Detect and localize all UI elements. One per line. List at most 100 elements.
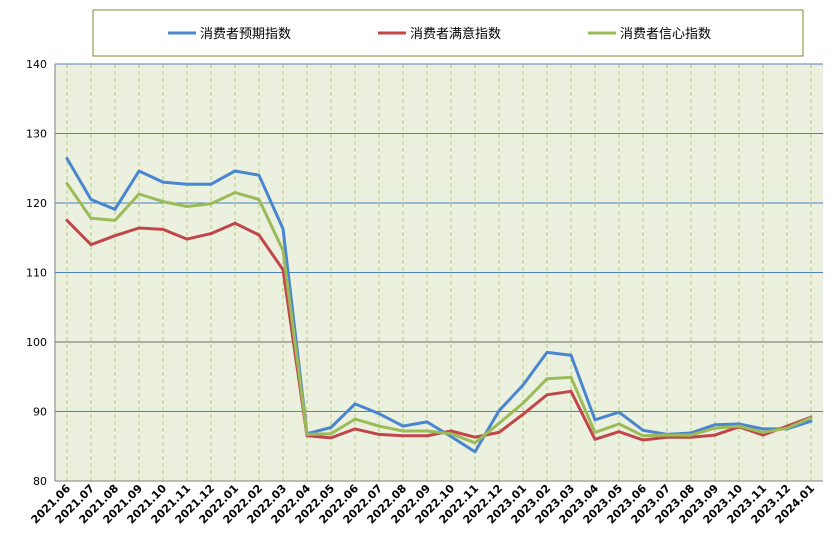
data-point-0 bbox=[425, 420, 429, 424]
y-tick-label: 120 bbox=[26, 197, 47, 210]
series-line-2 bbox=[65, 182, 813, 445]
data-point-1 bbox=[353, 427, 357, 431]
data-point-2 bbox=[281, 249, 285, 252]
data-point-0 bbox=[497, 409, 501, 412]
y-axis: 80 90 100 110 120 130 140 bbox=[26, 58, 56, 488]
data-point-2 bbox=[65, 182, 69, 185]
data-point-1 bbox=[329, 436, 333, 440]
data-point-0 bbox=[65, 157, 69, 160]
x-axis: 2021.062021.072021.082021.092021.102021.… bbox=[28, 480, 823, 527]
data-point-1 bbox=[497, 431, 501, 434]
data-point-0 bbox=[89, 198, 93, 201]
data-point-1 bbox=[425, 434, 429, 437]
data-point-2 bbox=[233, 191, 237, 194]
legend-item-expectation: 消费者预期指数 bbox=[168, 27, 291, 42]
legend-item-satisfaction: 消费者满意指数 bbox=[378, 26, 501, 42]
data-point-0 bbox=[761, 427, 765, 431]
data-point-2 bbox=[401, 429, 405, 433]
data-point-2 bbox=[185, 205, 189, 208]
data-point-2 bbox=[689, 433, 693, 437]
data-point-2 bbox=[305, 433, 309, 436]
data-point-1 bbox=[281, 268, 285, 271]
legend: 消费者预期指数 消费者满意指数 消费者信心指数 bbox=[92, 9, 804, 57]
data-point-1 bbox=[473, 436, 477, 439]
data-point-2 bbox=[641, 434, 645, 437]
data-point-2 bbox=[113, 219, 117, 222]
data-point-0 bbox=[185, 183, 189, 186]
data-point-2 bbox=[593, 431, 597, 434]
data-point-1 bbox=[89, 243, 93, 246]
data-point-1 bbox=[137, 226, 141, 230]
data-point-1 bbox=[161, 228, 165, 231]
y-tick-label: 100 bbox=[26, 336, 47, 349]
data-point-2 bbox=[449, 432, 453, 435]
data-point-2 bbox=[497, 422, 501, 425]
data-point-2 bbox=[209, 202, 213, 205]
data-point-1 bbox=[761, 433, 765, 437]
data-point-2 bbox=[617, 422, 621, 426]
series-line-0 bbox=[65, 157, 813, 454]
data-point-0 bbox=[377, 412, 381, 415]
data-point-2 bbox=[809, 416, 813, 419]
data-point-2 bbox=[761, 431, 765, 434]
y-tick-label: 130 bbox=[26, 128, 47, 141]
data-point-0 bbox=[449, 435, 453, 438]
data-point-2 bbox=[137, 192, 141, 196]
data-point-1 bbox=[713, 433, 717, 437]
data-point-1 bbox=[257, 233, 261, 237]
data-point-0 bbox=[257, 174, 261, 177]
data-point-2 bbox=[473, 441, 477, 444]
data-point-0 bbox=[233, 169, 237, 173]
data-point-2 bbox=[257, 198, 261, 201]
data-point-0 bbox=[473, 450, 477, 453]
data-point-0 bbox=[521, 383, 525, 387]
data-point-0 bbox=[281, 227, 285, 230]
legend-label-confidence: 消费者信心指数 bbox=[620, 27, 711, 42]
data-point-1 bbox=[617, 430, 621, 433]
data-point-2 bbox=[713, 427, 717, 430]
data-point-0 bbox=[329, 426, 333, 429]
data-point-1 bbox=[233, 222, 237, 225]
data-point-2 bbox=[161, 200, 165, 203]
data-point-1 bbox=[113, 234, 117, 237]
data-point-2 bbox=[569, 376, 573, 379]
data-point-2 bbox=[545, 377, 549, 380]
data-point-0 bbox=[569, 354, 573, 357]
data-point-2 bbox=[329, 432, 333, 435]
y-tick-label: 110 bbox=[26, 267, 47, 280]
data-point-1 bbox=[65, 219, 69, 222]
data-point-1 bbox=[521, 413, 525, 416]
data-point-0 bbox=[713, 423, 717, 426]
data-point-2 bbox=[425, 429, 429, 433]
data-point-0 bbox=[593, 418, 597, 421]
legend-item-confidence: 消费者信心指数 bbox=[588, 27, 711, 42]
data-point-1 bbox=[545, 393, 549, 396]
data-point-2 bbox=[785, 427, 789, 430]
data-point-0 bbox=[809, 420, 813, 423]
data-point-1 bbox=[401, 434, 405, 437]
legend-label-expectation: 消费者预期指数 bbox=[200, 27, 291, 42]
data-point-2 bbox=[89, 217, 93, 220]
y-tick-label: 80 bbox=[33, 475, 47, 488]
data-point-0 bbox=[113, 208, 117, 211]
data-point-0 bbox=[641, 429, 645, 432]
data-point-1 bbox=[641, 438, 645, 442]
data-point-1 bbox=[449, 429, 453, 433]
data-point-0 bbox=[545, 351, 549, 354]
series-lines bbox=[65, 157, 813, 454]
legend-label-satisfaction: 消费者满意指数 bbox=[410, 26, 501, 42]
data-point-0 bbox=[209, 183, 213, 186]
data-point-2 bbox=[353, 417, 357, 421]
data-point-0 bbox=[353, 402, 357, 406]
data-point-0 bbox=[137, 169, 141, 173]
data-point-2 bbox=[665, 433, 669, 437]
data-point-0 bbox=[617, 411, 621, 414]
data-point-1 bbox=[377, 433, 381, 436]
y-tick-label: 90 bbox=[33, 406, 47, 419]
data-point-1 bbox=[569, 390, 573, 393]
data-point-1 bbox=[209, 232, 213, 235]
data-point-1 bbox=[185, 237, 189, 241]
data-point-2 bbox=[377, 424, 381, 428]
data-point-0 bbox=[161, 180, 165, 184]
